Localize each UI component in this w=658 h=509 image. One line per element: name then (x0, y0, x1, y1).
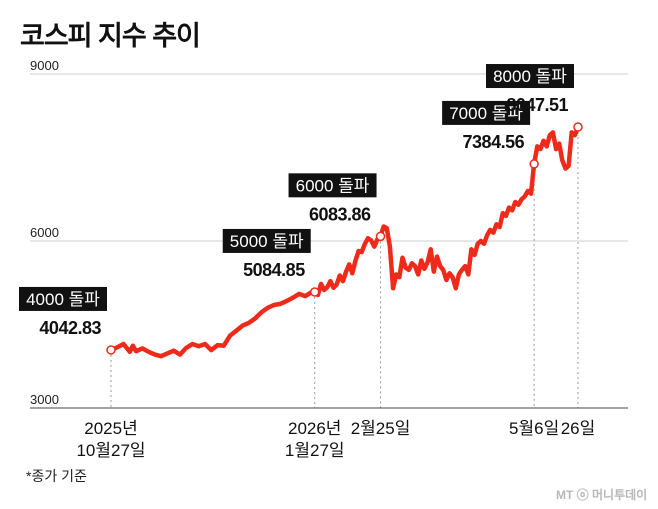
y-tick-label: 3000 (30, 392, 59, 407)
x-axis-ticks: 2025년 10월27일 2026년 1월27일 2월25일 5월6일 26일 (76, 419, 595, 460)
annotation-badge-label: 8000 돌파 (493, 67, 567, 86)
annotation-badge (222, 228, 311, 253)
annotation-marker (309, 287, 320, 297)
annotation-marker (106, 345, 116, 355)
y-tick-label: 9000 (30, 58, 59, 73)
annotation-markers (106, 122, 583, 355)
annotation-badge (19, 286, 107, 311)
annotation-badge (442, 100, 531, 125)
annotation-badge-label: 5000 돌파 (230, 232, 304, 251)
y-tick-label: 6000 (30, 225, 59, 240)
annotation-badge (486, 64, 574, 89)
annotation-marker (529, 159, 539, 169)
x-tick-label: 2025년 10월27일 (76, 419, 145, 460)
y-axis-ticks: 9000 6000 3000 (30, 58, 59, 407)
annotation-badge (288, 173, 377, 198)
series-line (108, 124, 581, 359)
annotation-marker (375, 231, 386, 242)
annotation-badge-label: 4000 돌파 (26, 290, 100, 309)
annotation-marker (573, 122, 583, 132)
x-tick-label: 5월6일 (509, 419, 559, 438)
x-tick-label: 26일 (561, 419, 596, 438)
annotation-value: 5084.85 (243, 260, 305, 280)
annotation-badge-label: 7000 돌파 (449, 104, 523, 123)
x-tick-label: 2026년 1월27일 (285, 419, 345, 460)
annotation-value: 8047.51 (506, 95, 568, 115)
annotation-guides (110, 127, 579, 408)
footnote: *종가 기준 (26, 468, 87, 484)
annotation-value: 4042.83 (39, 318, 101, 338)
annotation-badge-label: 6000 돌파 (296, 176, 370, 195)
publisher-watermark: MT ⓞ 머니투데이 (556, 488, 648, 502)
chart-title: 코스피 지수 추이 (20, 21, 201, 51)
annotation-labels: 4042.83 4000 돌파 5084.85 5000 돌파 6083.86 6000 … (19, 64, 574, 338)
annotation-value: 6083.86 (309, 204, 371, 224)
x-tick-label: 2월25일 (351, 419, 411, 438)
annotation-value: 7384.56 (463, 132, 525, 152)
